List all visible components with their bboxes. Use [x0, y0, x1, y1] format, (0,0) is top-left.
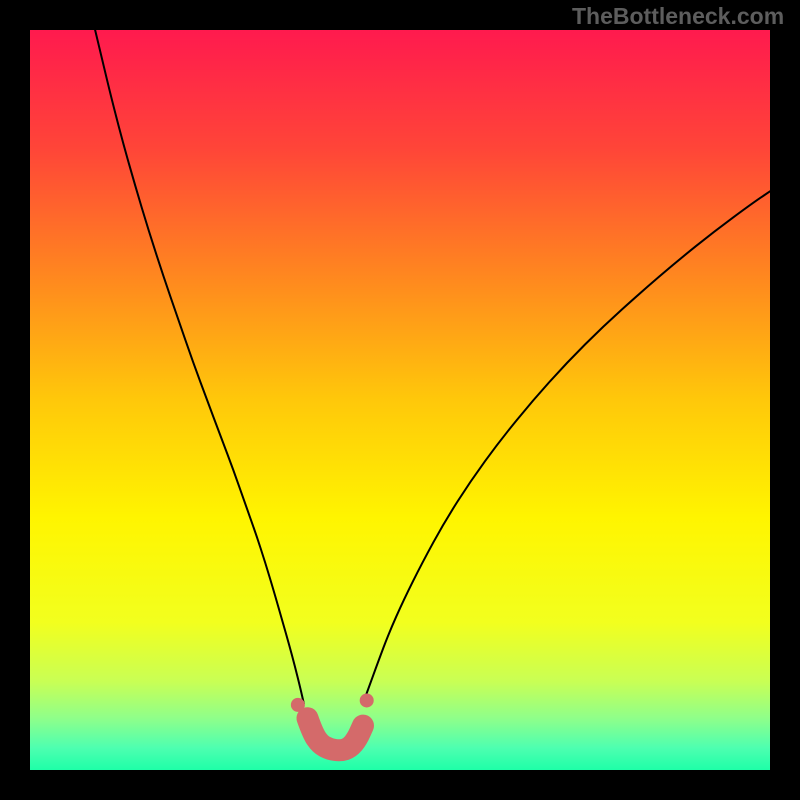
watermark: TheBottleneck.com	[572, 3, 784, 30]
plot-area	[30, 30, 770, 770]
chart-container: { "canvas": { "width": 800, "height": 80…	[0, 0, 800, 800]
